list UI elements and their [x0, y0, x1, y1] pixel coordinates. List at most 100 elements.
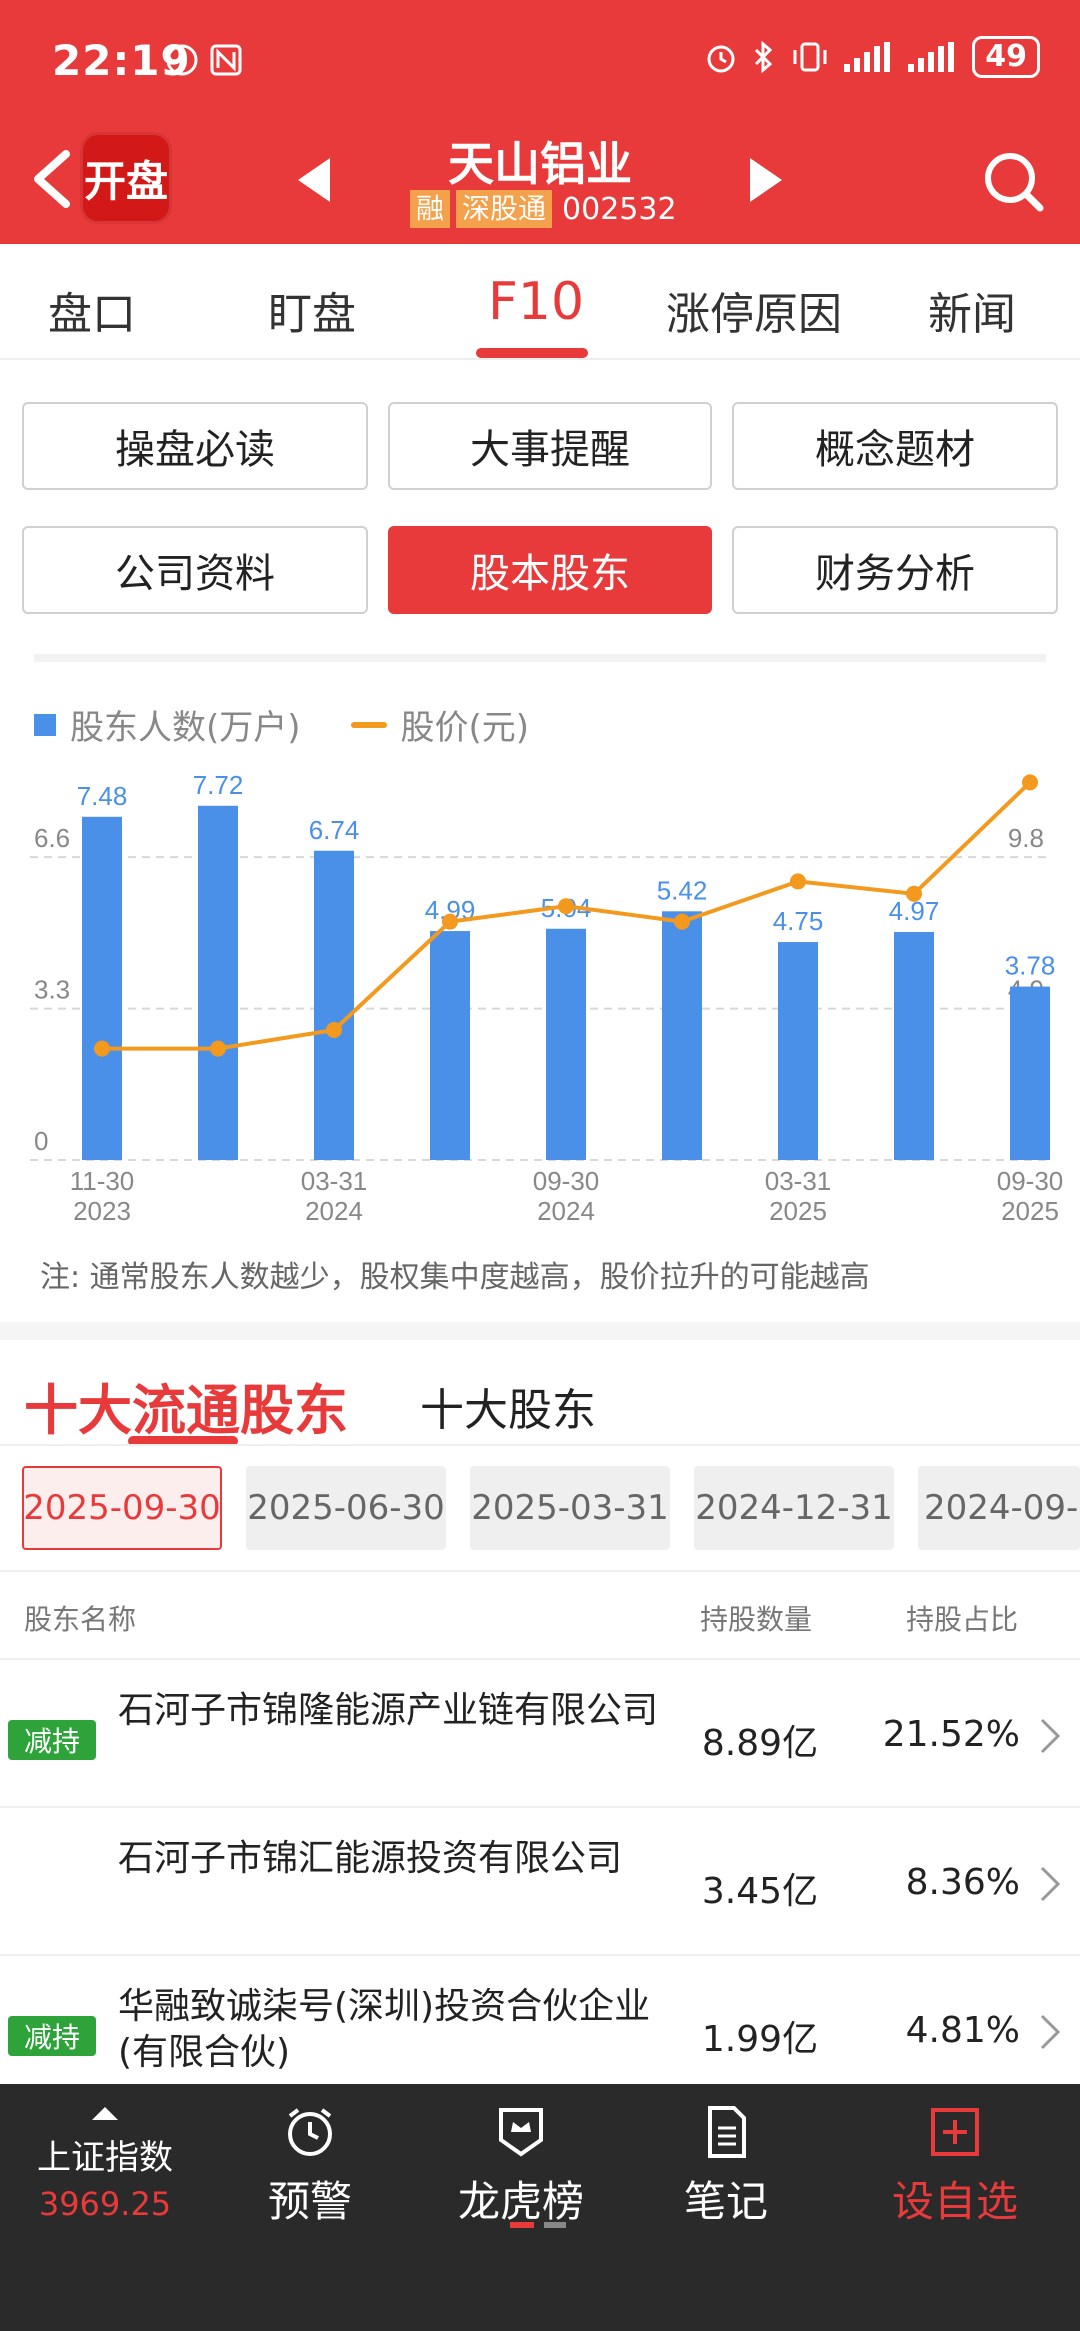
price-point	[94, 1040, 110, 1057]
bar	[778, 942, 818, 1160]
nav-add-watchlist[interactable]: 设自选	[880, 2104, 1030, 2229]
tab-dingpan[interactable]: 盯盘	[268, 289, 356, 340]
left-axis-tick: 3.3	[34, 975, 70, 1005]
x-tick-label: 2024	[537, 1196, 595, 1226]
back-arrow-icon[interactable]	[22, 144, 82, 214]
x-tick-label: 2025	[1001, 1196, 1059, 1226]
nav-dragon-tiger[interactable]: 龙虎榜	[446, 2104, 596, 2229]
tab-news[interactable]: 新闻	[928, 289, 1016, 340]
holder-pct: 4.81%	[905, 2010, 1020, 2051]
date-chip-2024-12-31[interactable]: 2024-12-31	[694, 1466, 894, 1550]
holder-qty: 1.99亿	[701, 2019, 819, 2060]
price-point	[790, 873, 806, 890]
nav-add-watchlist-label: 设自选	[891, 2177, 1018, 2226]
tab-top10-holders[interactable]: 十大股东	[420, 1385, 596, 1436]
index-label: 上证指数	[37, 2138, 173, 2178]
bar	[894, 931, 934, 1160]
search-icon[interactable]	[980, 148, 1046, 214]
x-tick-label: 09-30	[997, 1166, 1064, 1196]
tab-f10[interactable]: F10	[488, 272, 585, 332]
document-icon	[708, 2106, 746, 2158]
x-tick-label: 09-30	[533, 1166, 600, 1196]
prev-stock-icon[interactable]	[292, 154, 336, 206]
x-tick-label: 2023	[73, 1196, 131, 1226]
btn-financial-analysis[interactable]: 财务分析	[732, 526, 1058, 614]
divider	[0, 1570, 1080, 1572]
x-tick-label: 03-31	[765, 1166, 832, 1196]
bar	[662, 911, 702, 1160]
x-tick-label: 2025	[769, 1196, 827, 1226]
shield-crown-icon	[499, 2108, 543, 2157]
bar	[314, 850, 354, 1160]
left-axis-tick: 0	[34, 1126, 48, 1156]
right-axis-tick: 9.8	[1008, 823, 1044, 853]
add-square-icon	[931, 2108, 979, 2156]
bluetooth-icon	[755, 40, 773, 74]
section-divider	[34, 654, 1046, 662]
holder-tab-indicator	[128, 1436, 238, 1446]
date-chip-2025-03-31[interactable]: 2025-03-31	[470, 1466, 670, 1550]
chart-legend: 股东人数(万户) 股价(元)	[34, 700, 529, 749]
section-gap	[0, 1322, 1080, 1340]
col-header-qty: 持股数量	[700, 1603, 813, 1636]
margin-tag: 融	[410, 190, 451, 228]
date-chip-2025-06-30[interactable]: 2025-06-30	[246, 1466, 446, 1550]
bar-value-label: 7.72	[193, 770, 244, 800]
divider	[0, 1444, 1080, 1446]
btn-share-capital[interactable]: 股本股东	[388, 526, 712, 614]
vibrate-icon	[793, 42, 827, 72]
bar	[546, 928, 586, 1160]
bar-value-label: 3.78	[1005, 951, 1056, 981]
legend-bar-swatch	[34, 713, 56, 736]
bar	[198, 805, 238, 1160]
notification-icons	[166, 42, 246, 86]
holder-name: 华融致诚柒号(深圳)投资合伙企业(有限合伙)	[118, 1986, 651, 2073]
tab-top10-float-holders[interactable]: 十大流通股东	[24, 1379, 348, 1442]
bottom-nav: 上证指数 3969.25 预警 龙虎榜 笔记 设自选	[0, 2084, 1080, 2331]
col-header-name: 股东名称	[24, 1603, 137, 1636]
x-tick-label: 11-30	[70, 1166, 135, 1196]
main-tabs: 盘口 盯盘 F10 涨停原因 新闻	[0, 244, 1080, 360]
price-point	[558, 898, 574, 915]
date-chip-2025-09-30[interactable]: 2025-09-30	[22, 1466, 222, 1550]
holder-qty: 8.89亿	[701, 1723, 819, 1764]
tab-active-indicator	[476, 348, 588, 358]
price-point	[326, 1022, 342, 1038]
holder-name: 石河子市锦汇能源投资有限公司	[118, 1838, 623, 1879]
nav-notes-label: 笔记	[683, 2177, 768, 2226]
index-widget[interactable]: 上证指数 3969.25	[20, 2104, 190, 2223]
table-row[interactable]: 减持 华融致诚柒号(深圳)投资合伙企业(有限合伙) 1.99亿 4.81%	[0, 1956, 1080, 2104]
date-chip-2024-09-30[interactable]: 2024-09-30	[918, 1466, 1080, 1550]
reduce-badge: 减持	[8, 1720, 96, 1760]
legend-line-label: 股价(元)	[400, 708, 530, 748]
next-stock-icon[interactable]	[744, 154, 788, 206]
nav-dragon-tiger-label: 龙虎榜	[457, 2177, 584, 2226]
index-value: 3969.25	[38, 2185, 172, 2223]
stock-header: 开盘 天山铝业 融 深股通 002532	[0, 120, 1080, 244]
btn-concepts[interactable]: 概念题材	[732, 402, 1058, 490]
btn-company-info[interactable]: 公司资料	[22, 526, 368, 614]
bar	[1010, 986, 1050, 1160]
battery-indicator: 49	[972, 36, 1040, 78]
signal-icon	[844, 42, 894, 72]
divider	[0, 1658, 1080, 1660]
table-row[interactable]: 石河子市锦汇能源投资有限公司 3.45亿 8.36%	[0, 1808, 1080, 1956]
app-logo[interactable]: 开盘	[80, 132, 172, 224]
bar	[430, 931, 470, 1160]
table-row[interactable]: 减持 石河子市锦隆能源产业链有限公司 8.89亿 21.52%	[0, 1660, 1080, 1808]
price-point	[442, 913, 458, 930]
status-bar: 22:19 49	[0, 0, 1080, 120]
signal-icon-2	[908, 42, 958, 72]
nav-notes[interactable]: 笔记	[666, 2104, 786, 2229]
tab-pankou[interactable]: 盘口	[48, 289, 136, 340]
holder-name: 石河子市锦隆能源产业链有限公司	[118, 1690, 659, 1731]
bar-value-label: 4.75	[773, 906, 824, 936]
tab-limit-reason[interactable]: 涨停原因	[666, 289, 842, 340]
col-header-pct: 持股占比	[906, 1603, 1019, 1636]
nav-alert[interactable]: 预警	[250, 2104, 370, 2229]
holder-pct: 8.36%	[905, 1862, 1020, 1903]
btn-major-events[interactable]: 大事提醒	[388, 402, 712, 490]
alarm-icon	[707, 45, 735, 73]
nav-alert-label: 预警	[267, 2177, 352, 2226]
btn-trading-guide[interactable]: 操盘必读	[22, 402, 368, 490]
